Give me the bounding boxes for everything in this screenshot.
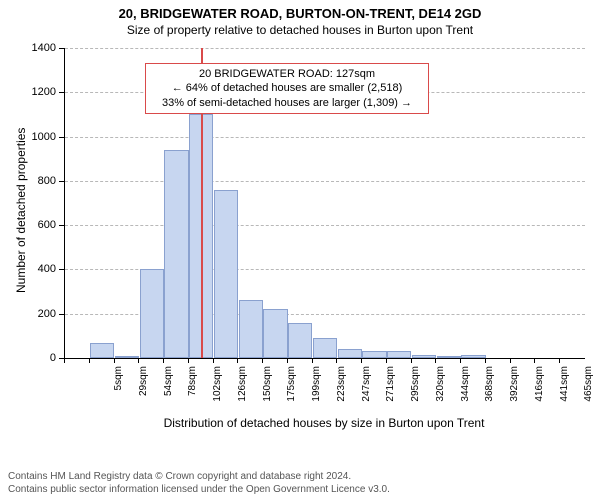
histogram-bar — [437, 356, 461, 358]
page-title-1: 20, BRIDGEWATER ROAD, BURTON-ON-TRENT, D… — [0, 0, 600, 21]
x-tick-label: 247sqm — [361, 366, 372, 416]
x-tick — [138, 358, 139, 363]
x-tick — [262, 358, 263, 363]
gridline — [65, 225, 585, 226]
x-tick-label: 295sqm — [410, 366, 421, 416]
chart-container: Number of detached properties 20 BRIDGEW… — [0, 38, 600, 438]
y-tick-label: 200 — [0, 308, 56, 320]
y-tick — [59, 314, 64, 315]
y-tick — [59, 137, 64, 138]
gridline — [65, 48, 585, 49]
x-tick-label: 29sqm — [138, 366, 149, 416]
x-tick-label: 465sqm — [583, 366, 594, 416]
histogram-bar — [263, 309, 287, 358]
x-tick — [510, 358, 511, 363]
footer-line-1: Contains HM Land Registry data © Crown c… — [8, 470, 390, 483]
x-tick — [312, 358, 313, 363]
histogram-bar — [115, 356, 139, 358]
annotation-line: 33% of semi-detached houses are larger (… — [152, 96, 422, 110]
y-tick — [59, 181, 64, 182]
x-tick — [361, 358, 362, 363]
x-axis-title: Distribution of detached houses by size … — [64, 416, 584, 430]
annotation-line: ← 64% of detached houses are smaller (2,… — [152, 81, 422, 95]
x-tick-label: 344sqm — [460, 366, 471, 416]
x-tick-label: 223sqm — [336, 366, 347, 416]
y-tick-label: 600 — [0, 219, 56, 231]
x-tick-label: 199sqm — [311, 366, 322, 416]
histogram-bar — [239, 300, 263, 358]
y-tick-label: 1200 — [0, 86, 56, 98]
x-tick-label: 54sqm — [163, 366, 174, 416]
y-tick-label: 800 — [0, 175, 56, 187]
gridline — [65, 181, 585, 182]
x-tick — [485, 358, 486, 363]
gridline — [65, 137, 585, 138]
x-tick — [435, 358, 436, 363]
histogram-bar — [288, 323, 312, 358]
x-tick — [163, 358, 164, 363]
histogram-bar — [362, 351, 386, 358]
x-tick-label: 175sqm — [286, 366, 297, 416]
histogram-bar — [387, 351, 411, 358]
y-tick — [59, 92, 64, 93]
y-tick — [59, 225, 64, 226]
x-tick-label: 416sqm — [534, 366, 545, 416]
footer-attribution: Contains HM Land Registry data © Crown c… — [8, 470, 390, 496]
x-tick — [213, 358, 214, 363]
x-tick — [64, 358, 65, 363]
y-tick-label: 0 — [0, 352, 56, 364]
x-tick-label: 368sqm — [484, 366, 495, 416]
x-tick — [336, 358, 337, 363]
x-tick — [237, 358, 238, 363]
x-tick — [114, 358, 115, 363]
x-tick-label: 5sqm — [113, 366, 124, 416]
x-tick — [287, 358, 288, 363]
x-tick-label: 271sqm — [385, 366, 396, 416]
x-tick-label: 150sqm — [262, 366, 273, 416]
histogram-bar — [461, 355, 485, 358]
histogram-bar — [90, 343, 114, 359]
histogram-bar — [140, 269, 164, 358]
histogram-bar — [338, 349, 362, 358]
x-tick-label: 126sqm — [237, 366, 248, 416]
footer-line-2: Contains public sector information licen… — [8, 483, 390, 496]
plot-area: 20 BRIDGEWATER ROAD: 127sqm← 64% of deta… — [64, 48, 585, 359]
y-tick-label: 400 — [0, 263, 56, 275]
y-tick — [59, 269, 64, 270]
x-tick — [411, 358, 412, 363]
x-tick — [89, 358, 90, 363]
histogram-bar — [214, 190, 238, 358]
y-tick-label: 1400 — [0, 42, 56, 54]
annotation-line: 20 BRIDGEWATER ROAD: 127sqm — [152, 67, 422, 81]
page-title-2: Size of property relative to detached ho… — [0, 21, 600, 37]
x-tick — [386, 358, 387, 363]
x-tick — [559, 358, 560, 363]
x-tick-label: 441sqm — [559, 366, 570, 416]
x-tick — [460, 358, 461, 363]
x-tick-label: 102sqm — [212, 366, 223, 416]
x-tick-label: 392sqm — [509, 366, 520, 416]
y-tick — [59, 48, 64, 49]
y-tick-label: 1000 — [0, 131, 56, 143]
x-tick — [534, 358, 535, 363]
x-tick-label: 78sqm — [187, 366, 198, 416]
annotation-box: 20 BRIDGEWATER ROAD: 127sqm← 64% of deta… — [145, 63, 429, 114]
histogram-bar — [164, 150, 188, 358]
histogram-bar — [412, 355, 436, 358]
x-tick-label: 320sqm — [435, 366, 446, 416]
histogram-bar — [313, 338, 337, 358]
x-tick — [188, 358, 189, 363]
